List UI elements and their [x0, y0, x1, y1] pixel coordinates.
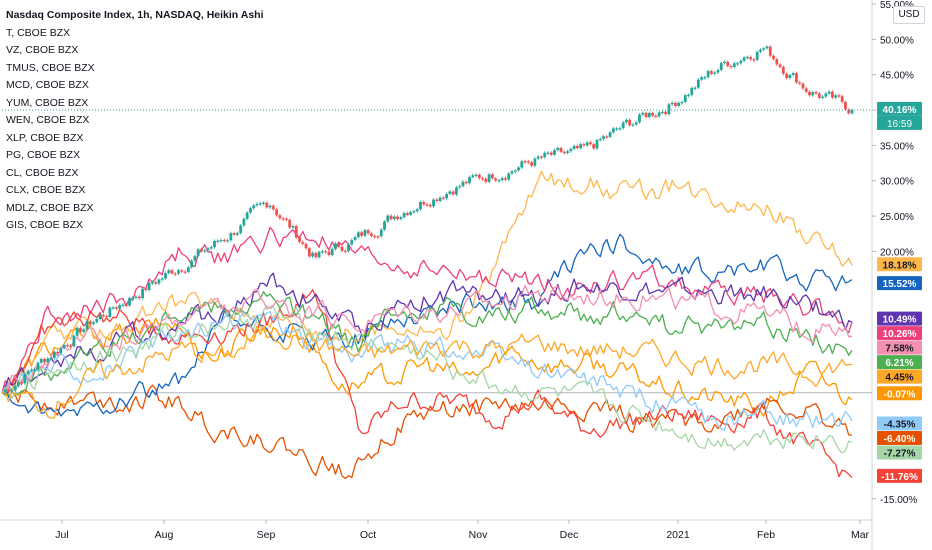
y-tick-label: 45.00%: [880, 71, 914, 82]
x-tick-label: Aug: [155, 529, 174, 541]
price-label-bg-nasdaq composite index: [877, 101, 922, 116]
x-tick-label: Feb: [757, 529, 775, 541]
symbol-label-yum[interactable]: YUM, CBOE BZX: [6, 97, 89, 109]
price-label-bg-cl: [877, 416, 922, 431]
price-label-bg-pg: [877, 355, 922, 370]
y-tick-label: 35.00%: [880, 141, 914, 152]
symbol-label-mcd[interactable]: MCD, CBOE BZX: [6, 79, 89, 91]
price-label-bg-mdlz: [877, 340, 922, 355]
x-tick-label: Dec: [560, 529, 579, 541]
symbol-label-mdlz[interactable]: MDLZ, CBOE BZX: [6, 202, 94, 214]
x-tick-label: Oct: [360, 529, 376, 541]
price-label-tmus: 15.52%: [883, 279, 917, 290]
y-tick-label: 30.00%: [880, 177, 914, 188]
x-tick-label: Jul: [55, 529, 68, 541]
series-line-cl[interactable]: [1, 310, 853, 431]
main-symbol-label[interactable]: Nasdaq Composite Index, 1h, NASDAQ, Heik…: [6, 9, 264, 21]
price-label-nasdaq composite index: 40.16%: [883, 105, 917, 116]
y-tick-label: 50.00%: [880, 35, 914, 46]
price-label-t: -0.07%: [884, 389, 916, 400]
symbol-label-gis[interactable]: GIS, CBOE BZX: [6, 219, 84, 231]
series-line-yum[interactable]: [1, 226, 853, 393]
price-label-yum: 10.26%: [883, 329, 917, 340]
price-label-pg: 6.21%: [885, 358, 913, 369]
price-label-clx: -7.27%: [884, 449, 916, 460]
price-label-bg-tmus: [877, 276, 922, 291]
price-label-cl: -4.35%: [884, 420, 916, 431]
series-line-clx[interactable]: [1, 305, 853, 454]
price-label-bg-wen: [877, 468, 922, 483]
y-tick-label: -15.00%: [880, 495, 917, 506]
series-line-mdlz[interactable]: [1, 284, 853, 394]
price-label-gis: 4.45%: [885, 373, 913, 384]
series-line-pg[interactable]: [1, 291, 853, 399]
series-line-gis[interactable]: [1, 325, 853, 419]
series-line-vz[interactable]: [1, 384, 853, 480]
symbol-label-tmus[interactable]: TMUS, CBOE BZX: [6, 62, 95, 74]
x-tick-label: Sep: [257, 529, 276, 541]
x-tick-label: 2021: [666, 529, 690, 541]
symbol-label-pg[interactable]: PG, CBOE BZX: [6, 149, 81, 161]
currency-button[interactable]: USD: [893, 6, 925, 24]
price-label-bg-yum: [877, 326, 922, 341]
symbol-label-xlp[interactable]: XLP, CBOE BZX: [6, 132, 84, 144]
series-line-t[interactable]: [1, 317, 853, 417]
price-label-bg-clx: [877, 445, 922, 460]
price-label-bg-mcd: [877, 257, 922, 272]
symbol-label-vz[interactable]: VZ, CBOE BZX: [6, 44, 79, 56]
series-line-tmus[interactable]: [1, 233, 853, 417]
symbol-label-t[interactable]: T, CBOE BZX: [6, 27, 71, 39]
countdown-label: 16:59: [887, 119, 912, 130]
y-tick-label: 25.00%: [880, 212, 914, 223]
price-label-vz: -6.40%: [884, 434, 916, 445]
symbol-label-wen[interactable]: WEN, CBOE BZX: [6, 114, 90, 126]
price-label-bg-gis: [877, 369, 922, 384]
x-tick-label: Nov: [469, 529, 488, 541]
price-label-bg-vz: [877, 431, 922, 446]
symbol-label-clx[interactable]: CLX, CBOE BZX: [6, 184, 86, 196]
y-tick-label: 20.00%: [880, 247, 914, 258]
price-label-bg-xlp: [877, 311, 922, 326]
price-label-mcd: 18.18%: [883, 260, 917, 271]
price-label-wen: -11.76%: [881, 472, 918, 483]
symbol-label-cl[interactable]: CL, CBOE BZX: [6, 167, 79, 179]
series-line-mcd[interactable]: [1, 170, 853, 394]
y-tick-label: 55.00%: [880, 0, 914, 11]
countdown-bg: [877, 115, 922, 130]
x-tick-label: Mar: [851, 529, 870, 541]
price-label-xlp: 10.49%: [883, 315, 917, 326]
price-label-bg-t: [877, 386, 922, 401]
series-line-wen[interactable]: [1, 289, 853, 479]
price-label-mdlz: 7.58%: [885, 344, 913, 355]
